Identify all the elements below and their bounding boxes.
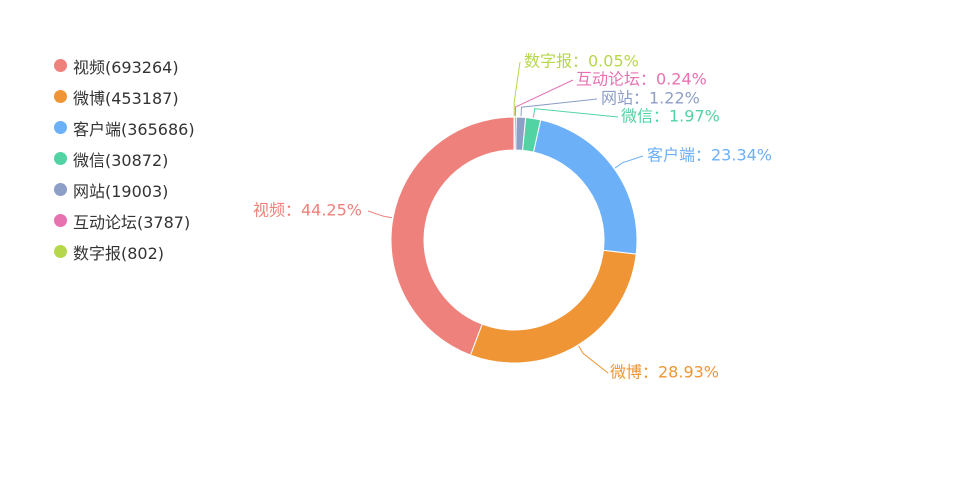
legend-item[interactable]: 视频(693264) bbox=[54, 50, 195, 81]
slice-label: 视频：44.25% bbox=[253, 201, 362, 220]
label-leader-line bbox=[532, 108, 619, 118]
legend-swatch bbox=[54, 152, 67, 165]
pie-slice[interactable] bbox=[390, 116, 515, 356]
slice-label: 客户端：23.34% bbox=[647, 146, 772, 165]
legend-swatch bbox=[54, 183, 67, 196]
legend-item[interactable]: 数字报(802) bbox=[54, 236, 195, 267]
pie-slice[interactable] bbox=[469, 249, 637, 364]
slice-label: 数字报：0.05% bbox=[524, 52, 639, 71]
chart-legend: 视频(693264) 微博(453187) 客户端(365686) 微信(30872)… bbox=[54, 50, 195, 267]
legend-item[interactable]: 微信(30872) bbox=[54, 143, 195, 174]
legend-label: 数字报(802) bbox=[73, 243, 165, 263]
legend-label: 微博(453187) bbox=[73, 88, 179, 108]
legend-label: 视频(693264) bbox=[73, 57, 179, 77]
legend-swatch bbox=[54, 245, 67, 258]
legend-item[interactable]: 网站(19003) bbox=[54, 174, 195, 205]
label-leader-line bbox=[578, 345, 609, 374]
slice-label: 微信：1.97% bbox=[621, 107, 720, 126]
legend-label: 网站(19003) bbox=[73, 181, 169, 201]
label-leader-line bbox=[514, 79, 574, 117]
legend-item[interactable]: 客户端(365686) bbox=[54, 112, 195, 143]
slice-label: 网站：1.22% bbox=[601, 89, 700, 108]
slice-label: 互动论坛：0.24% bbox=[576, 70, 707, 89]
legend-label: 微信(30872) bbox=[73, 150, 169, 170]
label-leader-line bbox=[520, 98, 598, 117]
label-leader-line bbox=[367, 210, 393, 219]
legend-swatch bbox=[54, 59, 67, 72]
pie-slice[interactable] bbox=[532, 119, 638, 255]
legend-swatch bbox=[54, 214, 67, 227]
slice-label: 微博：28.93% bbox=[610, 363, 719, 382]
legend-label: 互动论坛(3787) bbox=[73, 212, 191, 232]
legend-label: 客户端(365686) bbox=[73, 119, 195, 139]
label-leader-line bbox=[513, 61, 521, 117]
pie-slice[interactable] bbox=[515, 116, 527, 151]
legend-swatch bbox=[54, 90, 67, 103]
pie-slice[interactable] bbox=[521, 117, 542, 153]
legend-item[interactable]: 互动论坛(3787) bbox=[54, 205, 195, 236]
legend-swatch bbox=[54, 121, 67, 134]
legend-item[interactable]: 微博(453187) bbox=[54, 81, 195, 112]
label-leader-line bbox=[614, 155, 644, 169]
